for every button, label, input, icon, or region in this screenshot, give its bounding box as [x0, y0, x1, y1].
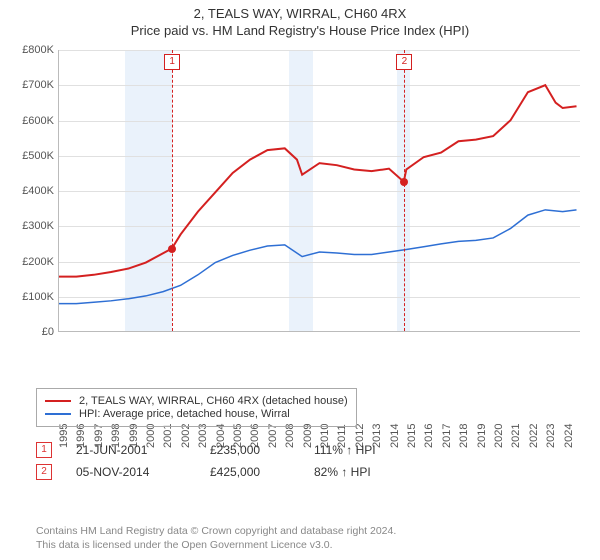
sale-price: £425,000	[210, 465, 290, 479]
x-tick-label: 2020	[493, 424, 505, 448]
legend-item: HPI: Average price, detached house, Wirr…	[45, 408, 348, 420]
legend: 2, TEALS WAY, WIRRAL, CH60 4RX (detached…	[36, 388, 357, 427]
footer-line-2: This data is licensed under the Open Gov…	[36, 538, 396, 552]
sale-marker-label: 2	[396, 54, 412, 70]
chart-title-subtitle: Price paid vs. HM Land Registry's House …	[0, 23, 600, 38]
sale-marker-line	[404, 50, 405, 331]
x-tick-label: 2016	[423, 424, 435, 448]
y-tick-label: £700K	[10, 79, 54, 91]
x-tick-label: 2018	[458, 424, 470, 448]
y-tick-label: £200K	[10, 256, 54, 268]
series-line	[59, 85, 577, 276]
x-tick-label: 2022	[528, 424, 540, 448]
y-tick-label: £500K	[10, 150, 54, 162]
x-tick-label: 2023	[545, 424, 557, 448]
sale-point-dot	[400, 178, 408, 186]
x-tick-label: 2021	[510, 424, 522, 448]
x-tick-label: 2014	[389, 424, 401, 448]
y-tick-label: £400K	[10, 185, 54, 197]
y-tick-label: £0	[10, 326, 54, 338]
plot-area: 12	[58, 50, 580, 332]
sale-row: 1 21-JUN-2001 £235,000 111% ↑ HPI	[36, 442, 376, 458]
x-tick-label: 2019	[476, 424, 488, 448]
sale-marker-line	[172, 50, 173, 331]
y-tick-label: £100K	[10, 291, 54, 303]
legend-item: 2, TEALS WAY, WIRRAL, CH60 4RX (detached…	[45, 395, 348, 407]
sale-date: 21-JUN-2001	[76, 443, 186, 457]
footer-attribution: Contains HM Land Registry data © Crown c…	[36, 524, 396, 552]
x-tick-label: 2017	[441, 424, 453, 448]
sales-table: 1 21-JUN-2001 £235,000 111% ↑ HPI 2 05-NOV-20…	[36, 436, 376, 486]
chart-lines	[59, 50, 580, 331]
sale-hpi-pct: 111% ↑ HPI	[314, 443, 376, 457]
footer-line-1: Contains HM Land Registry data © Crown c…	[36, 524, 396, 538]
sale-marker-label: 1	[164, 54, 180, 70]
sale-price: £235,000	[210, 443, 290, 457]
legend-swatch	[45, 413, 71, 415]
sale-number: 1	[36, 442, 52, 458]
sale-hpi-pct: 82% ↑ HPI	[314, 465, 371, 479]
chart: 12 £0£100K£200K£300K£400K£500K£600K£700K…	[10, 50, 590, 380]
y-tick-label: £800K	[10, 44, 54, 56]
sale-point-dot	[168, 245, 176, 253]
legend-swatch	[45, 400, 71, 402]
x-tick-label: 2015	[406, 424, 418, 448]
legend-label: 2, TEALS WAY, WIRRAL, CH60 4RX (detached…	[79, 395, 348, 407]
sale-row: 2 05-NOV-2014 £425,000 82% ↑ HPI	[36, 464, 376, 480]
y-tick-label: £300K	[10, 220, 54, 232]
chart-title-address: 2, TEALS WAY, WIRRAL, CH60 4RX	[0, 6, 600, 21]
x-tick-label: 2024	[563, 424, 575, 448]
sale-number: 2	[36, 464, 52, 480]
y-tick-label: £600K	[10, 115, 54, 127]
legend-label: HPI: Average price, detached house, Wirr…	[79, 408, 290, 420]
sale-date: 05-NOV-2014	[76, 465, 186, 479]
series-line	[59, 210, 577, 304]
